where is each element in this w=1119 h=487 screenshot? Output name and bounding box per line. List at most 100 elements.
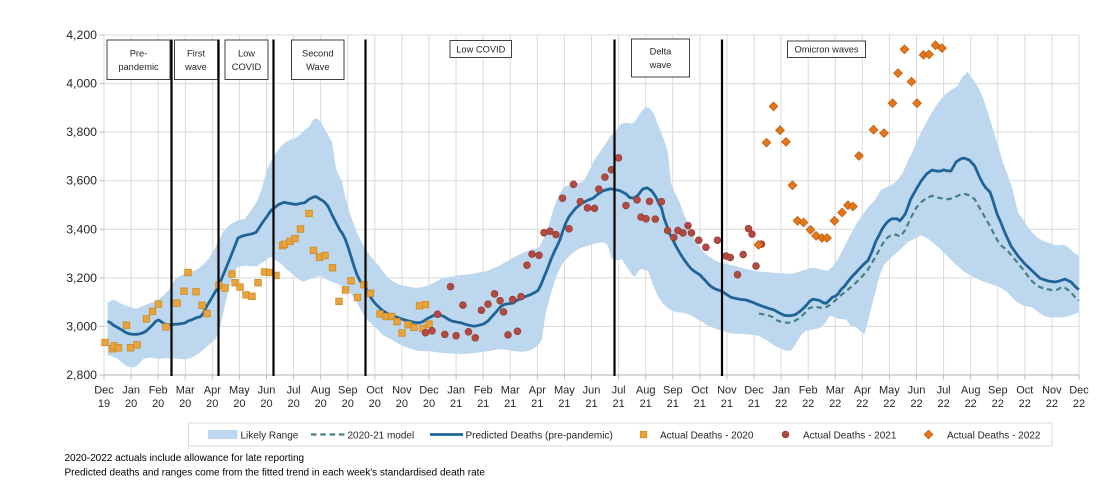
svg-text:COVID: COVID bbox=[232, 62, 262, 72]
svg-text:22: 22 bbox=[937, 398, 949, 410]
svg-text:20: 20 bbox=[369, 398, 381, 410]
svg-text:Pre-: Pre- bbox=[130, 48, 148, 58]
svg-text:21: 21 bbox=[450, 398, 462, 410]
svg-text:21: 21 bbox=[694, 398, 706, 410]
svg-text:Oct: Oct bbox=[691, 385, 708, 397]
svg-text:3,600: 3,600 bbox=[66, 174, 97, 188]
svg-text:Actual Deaths - 2021: Actual Deaths - 2021 bbox=[803, 430, 897, 441]
svg-text:3,200: 3,200 bbox=[66, 271, 97, 285]
svg-text:22: 22 bbox=[856, 398, 868, 410]
svg-text:3,400: 3,400 bbox=[66, 222, 97, 236]
svg-text:21: 21 bbox=[748, 398, 760, 410]
svg-text:20: 20 bbox=[396, 398, 408, 410]
svg-text:20: 20 bbox=[125, 398, 137, 410]
svg-text:22: 22 bbox=[802, 398, 814, 410]
svg-text:22: 22 bbox=[775, 398, 787, 410]
svg-text:Nov: Nov bbox=[717, 385, 737, 397]
svg-text:21: 21 bbox=[721, 398, 733, 410]
svg-text:Nov: Nov bbox=[392, 385, 412, 397]
svg-text:Jul: Jul bbox=[612, 385, 626, 397]
svg-text:20: 20 bbox=[287, 398, 299, 410]
svg-text:3,000: 3,000 bbox=[66, 319, 97, 333]
svg-text:21: 21 bbox=[585, 398, 597, 410]
svg-text:21: 21 bbox=[640, 398, 652, 410]
svg-text:20: 20 bbox=[342, 398, 354, 410]
svg-text:Mar: Mar bbox=[826, 385, 845, 397]
svg-text:Apr: Apr bbox=[529, 385, 546, 397]
svg-text:21: 21 bbox=[612, 398, 624, 410]
svg-text:First: First bbox=[187, 48, 205, 58]
svg-text:21: 21 bbox=[477, 398, 489, 410]
svg-text:Actual Deaths - 2020: Actual Deaths - 2020 bbox=[660, 430, 754, 441]
svg-text:21: 21 bbox=[531, 398, 543, 410]
svg-text:Second: Second bbox=[302, 48, 334, 58]
svg-text:Aug: Aug bbox=[961, 385, 981, 397]
svg-text:Nov: Nov bbox=[1042, 385, 1062, 397]
svg-text:2,800: 2,800 bbox=[66, 368, 97, 382]
svg-text:pandemic: pandemic bbox=[118, 62, 159, 72]
svg-text:Low: Low bbox=[238, 48, 255, 58]
svg-text:Jul: Jul bbox=[937, 385, 951, 397]
svg-text:20: 20 bbox=[423, 398, 435, 410]
svg-text:22: 22 bbox=[1046, 398, 1058, 410]
svg-text:Apr: Apr bbox=[204, 385, 221, 397]
svg-text:19: 19 bbox=[98, 398, 110, 410]
svg-text:20: 20 bbox=[260, 398, 272, 410]
svg-text:Dec: Dec bbox=[94, 385, 114, 397]
svg-text:22: 22 bbox=[829, 398, 841, 410]
svg-text:Wave: Wave bbox=[306, 62, 329, 72]
svg-text:20: 20 bbox=[206, 398, 218, 410]
svg-text:22: 22 bbox=[1019, 398, 1031, 410]
svg-text:Jun: Jun bbox=[258, 385, 276, 397]
svg-text:Aug: Aug bbox=[311, 385, 331, 397]
svg-text:Jun: Jun bbox=[908, 385, 926, 397]
svg-text:20: 20 bbox=[315, 398, 327, 410]
svg-text:21: 21 bbox=[504, 398, 516, 410]
svg-text:4,200: 4,200 bbox=[66, 28, 97, 42]
svg-text:Apr: Apr bbox=[854, 385, 871, 397]
svg-text:20: 20 bbox=[152, 398, 164, 410]
svg-text:Mar: Mar bbox=[176, 385, 195, 397]
svg-text:22: 22 bbox=[965, 398, 977, 410]
svg-text:Feb: Feb bbox=[474, 385, 493, 397]
svg-text:Feb: Feb bbox=[799, 385, 818, 397]
svg-text:Aug: Aug bbox=[636, 385, 656, 397]
svg-text:Likely Range: Likely Range bbox=[241, 430, 299, 441]
svg-text:Jan: Jan bbox=[772, 385, 790, 397]
svg-text:2020-21 model: 2020-21 model bbox=[348, 430, 415, 441]
svg-text:May: May bbox=[229, 385, 250, 397]
svg-text:Delta: Delta bbox=[650, 47, 673, 57]
svg-text:22: 22 bbox=[883, 398, 895, 410]
svg-text:wave: wave bbox=[184, 62, 207, 72]
svg-text:Sep: Sep bbox=[988, 385, 1008, 397]
svg-text:Oct: Oct bbox=[366, 385, 383, 397]
svg-text:Predicted deaths and ranges co: Predicted deaths and ranges come from th… bbox=[65, 468, 486, 479]
svg-text:wave: wave bbox=[649, 60, 672, 70]
svg-text:22: 22 bbox=[992, 398, 1004, 410]
svg-text:Mar: Mar bbox=[501, 385, 520, 397]
svg-text:Jul: Jul bbox=[287, 385, 301, 397]
svg-text:Dec: Dec bbox=[744, 385, 764, 397]
svg-text:20: 20 bbox=[179, 398, 191, 410]
svg-text:Jan: Jan bbox=[447, 385, 465, 397]
svg-text:May: May bbox=[554, 385, 575, 397]
svg-text:20: 20 bbox=[233, 398, 245, 410]
svg-text:Sep: Sep bbox=[663, 385, 683, 397]
svg-text:Predicted Deaths (pre-pandemic: Predicted Deaths (pre-pandemic) bbox=[466, 430, 613, 441]
svg-text:Omicron waves: Omicron waves bbox=[794, 45, 858, 55]
svg-text:Sep: Sep bbox=[338, 385, 358, 397]
svg-text:3,800: 3,800 bbox=[66, 125, 97, 139]
svg-text:2020-2022 actuals include allo: 2020-2022 actuals include allowance for … bbox=[65, 453, 305, 464]
svg-text:21: 21 bbox=[558, 398, 570, 410]
svg-text:Dec: Dec bbox=[419, 385, 439, 397]
svg-text:May: May bbox=[879, 385, 900, 397]
svg-text:Actual Deaths - 2022: Actual Deaths - 2022 bbox=[947, 430, 1041, 441]
svg-text:22: 22 bbox=[1073, 398, 1085, 410]
svg-text:Low COVID: Low COVID bbox=[456, 44, 505, 54]
svg-text:21: 21 bbox=[667, 398, 679, 410]
svg-text:Oct: Oct bbox=[1016, 385, 1033, 397]
svg-text:Jan: Jan bbox=[122, 385, 140, 397]
svg-text:Dec: Dec bbox=[1069, 385, 1089, 397]
svg-text:Jun: Jun bbox=[583, 385, 601, 397]
svg-text:Feb: Feb bbox=[149, 385, 168, 397]
